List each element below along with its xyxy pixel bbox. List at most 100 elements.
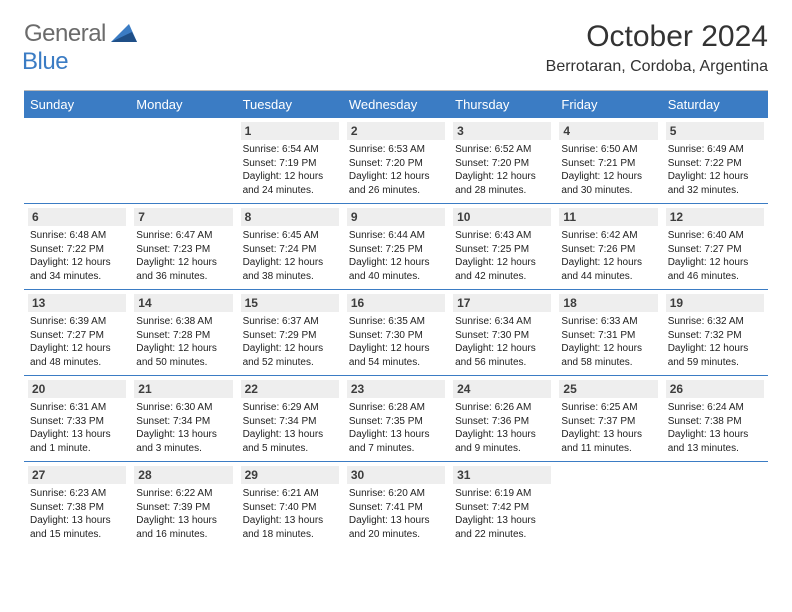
day-cell: 2Sunrise: 6:53 AMSunset: 7:20 PMDaylight…	[343, 118, 449, 203]
logo: General Blue	[24, 20, 137, 76]
daylight-line: Daylight: 12 hours	[668, 170, 762, 184]
week-row: 27Sunrise: 6:23 AMSunset: 7:38 PMDayligh…	[24, 461, 768, 547]
daylight-line: and 44 minutes.	[561, 270, 655, 284]
logo-text-general: General	[24, 20, 106, 47]
day-number: 13	[28, 294, 126, 312]
day-cell: 28Sunrise: 6:22 AMSunset: 7:39 PMDayligh…	[130, 462, 236, 547]
day-number: 27	[28, 466, 126, 484]
sunrise-line: Sunrise: 6:35 AM	[349, 315, 443, 329]
day-cell: 4Sunrise: 6:50 AMSunset: 7:21 PMDaylight…	[555, 118, 661, 203]
day-cell: 20Sunrise: 6:31 AMSunset: 7:33 PMDayligh…	[24, 376, 130, 461]
daylight-line: Daylight: 12 hours	[349, 170, 443, 184]
day-number: 31	[453, 466, 551, 484]
day-cell: 11Sunrise: 6:42 AMSunset: 7:26 PMDayligh…	[555, 204, 661, 289]
sunrise-line: Sunrise: 6:49 AM	[668, 143, 762, 157]
daylight-line: and 7 minutes.	[349, 442, 443, 456]
sunset-line: Sunset: 7:19 PM	[243, 157, 337, 171]
day-number: 29	[241, 466, 339, 484]
day-body: Sunrise: 6:42 AMSunset: 7:26 PMDaylight:…	[559, 226, 657, 283]
day-number: 12	[666, 208, 764, 226]
weekday-wednesday: Wednesday	[343, 91, 449, 118]
daylight-line: and 48 minutes.	[30, 356, 124, 370]
week-row: 1Sunrise: 6:54 AMSunset: 7:19 PMDaylight…	[24, 118, 768, 203]
weekday-thursday: Thursday	[449, 91, 555, 118]
day-cell: 16Sunrise: 6:35 AMSunset: 7:30 PMDayligh…	[343, 290, 449, 375]
daylight-line: Daylight: 12 hours	[455, 170, 549, 184]
daylight-line: Daylight: 13 hours	[30, 428, 124, 442]
daylight-line: and 42 minutes.	[455, 270, 549, 284]
day-body: Sunrise: 6:52 AMSunset: 7:20 PMDaylight:…	[453, 140, 551, 197]
day-number: 14	[134, 294, 232, 312]
day-cell: 30Sunrise: 6:20 AMSunset: 7:41 PMDayligh…	[343, 462, 449, 547]
week-row: 20Sunrise: 6:31 AMSunset: 7:33 PMDayligh…	[24, 375, 768, 461]
day-body: Sunrise: 6:32 AMSunset: 7:32 PMDaylight:…	[666, 312, 764, 369]
day-body: Sunrise: 6:29 AMSunset: 7:34 PMDaylight:…	[241, 398, 339, 455]
sunset-line: Sunset: 7:27 PM	[30, 329, 124, 343]
day-number: 11	[559, 208, 657, 226]
daylight-line: Daylight: 13 hours	[243, 428, 337, 442]
sunrise-line: Sunrise: 6:52 AM	[455, 143, 549, 157]
sunset-line: Sunset: 7:20 PM	[349, 157, 443, 171]
sunrise-line: Sunrise: 6:30 AM	[136, 401, 230, 415]
sunrise-line: Sunrise: 6:31 AM	[30, 401, 124, 415]
sunset-line: Sunset: 7:27 PM	[668, 243, 762, 257]
sunrise-line: Sunrise: 6:29 AM	[243, 401, 337, 415]
day-body: Sunrise: 6:53 AMSunset: 7:20 PMDaylight:…	[347, 140, 445, 197]
weekday-saturday: Saturday	[662, 91, 768, 118]
daylight-line: Daylight: 13 hours	[668, 428, 762, 442]
day-number: 25	[559, 380, 657, 398]
sunset-line: Sunset: 7:35 PM	[349, 415, 443, 429]
sunset-line: Sunset: 7:38 PM	[30, 501, 124, 515]
sunrise-line: Sunrise: 6:48 AM	[30, 229, 124, 243]
day-cell	[130, 118, 236, 203]
daylight-line: and 56 minutes.	[455, 356, 549, 370]
day-number: 16	[347, 294, 445, 312]
day-body: Sunrise: 6:20 AMSunset: 7:41 PMDaylight:…	[347, 484, 445, 541]
daylight-line: and 3 minutes.	[136, 442, 230, 456]
daylight-line: and 5 minutes.	[243, 442, 337, 456]
sunrise-line: Sunrise: 6:32 AM	[668, 315, 762, 329]
sunrise-line: Sunrise: 6:43 AM	[455, 229, 549, 243]
sunset-line: Sunset: 7:38 PM	[668, 415, 762, 429]
sunset-line: Sunset: 7:41 PM	[349, 501, 443, 515]
daylight-line: Daylight: 12 hours	[243, 342, 337, 356]
day-body: Sunrise: 6:24 AMSunset: 7:38 PMDaylight:…	[666, 398, 764, 455]
daylight-line: Daylight: 13 hours	[136, 514, 230, 528]
daylight-line: Daylight: 12 hours	[349, 342, 443, 356]
day-cell: 1Sunrise: 6:54 AMSunset: 7:19 PMDaylight…	[237, 118, 343, 203]
sunset-line: Sunset: 7:39 PM	[136, 501, 230, 515]
daylight-line: Daylight: 12 hours	[136, 256, 230, 270]
day-cell: 27Sunrise: 6:23 AMSunset: 7:38 PMDayligh…	[24, 462, 130, 547]
day-body: Sunrise: 6:28 AMSunset: 7:35 PMDaylight:…	[347, 398, 445, 455]
weekday-friday: Friday	[555, 91, 661, 118]
sunset-line: Sunset: 7:20 PM	[455, 157, 549, 171]
day-cell: 9Sunrise: 6:44 AMSunset: 7:25 PMDaylight…	[343, 204, 449, 289]
daylight-line: Daylight: 13 hours	[30, 514, 124, 528]
day-cell: 24Sunrise: 6:26 AMSunset: 7:36 PMDayligh…	[449, 376, 555, 461]
sunset-line: Sunset: 7:34 PM	[136, 415, 230, 429]
day-number: 10	[453, 208, 551, 226]
day-body: Sunrise: 6:23 AMSunset: 7:38 PMDaylight:…	[28, 484, 126, 541]
day-body: Sunrise: 6:21 AMSunset: 7:40 PMDaylight:…	[241, 484, 339, 541]
day-number: 15	[241, 294, 339, 312]
sunrise-line: Sunrise: 6:37 AM	[243, 315, 337, 329]
sunset-line: Sunset: 7:30 PM	[455, 329, 549, 343]
daylight-line: Daylight: 12 hours	[455, 342, 549, 356]
day-number: 18	[559, 294, 657, 312]
sunrise-line: Sunrise: 6:34 AM	[455, 315, 549, 329]
daylight-line: and 9 minutes.	[455, 442, 549, 456]
daylight-line: and 18 minutes.	[243, 528, 337, 542]
day-cell: 22Sunrise: 6:29 AMSunset: 7:34 PMDayligh…	[237, 376, 343, 461]
day-cell: 10Sunrise: 6:43 AMSunset: 7:25 PMDayligh…	[449, 204, 555, 289]
sunrise-line: Sunrise: 6:44 AM	[349, 229, 443, 243]
daylight-line: Daylight: 12 hours	[136, 342, 230, 356]
daylight-line: and 38 minutes.	[243, 270, 337, 284]
day-number: 1	[241, 122, 339, 140]
day-number: 5	[666, 122, 764, 140]
daylight-line: Daylight: 13 hours	[243, 514, 337, 528]
daylight-line: and 32 minutes.	[668, 184, 762, 198]
day-body: Sunrise: 6:25 AMSunset: 7:37 PMDaylight:…	[559, 398, 657, 455]
day-number: 3	[453, 122, 551, 140]
day-cell	[24, 118, 130, 203]
day-cell: 21Sunrise: 6:30 AMSunset: 7:34 PMDayligh…	[130, 376, 236, 461]
